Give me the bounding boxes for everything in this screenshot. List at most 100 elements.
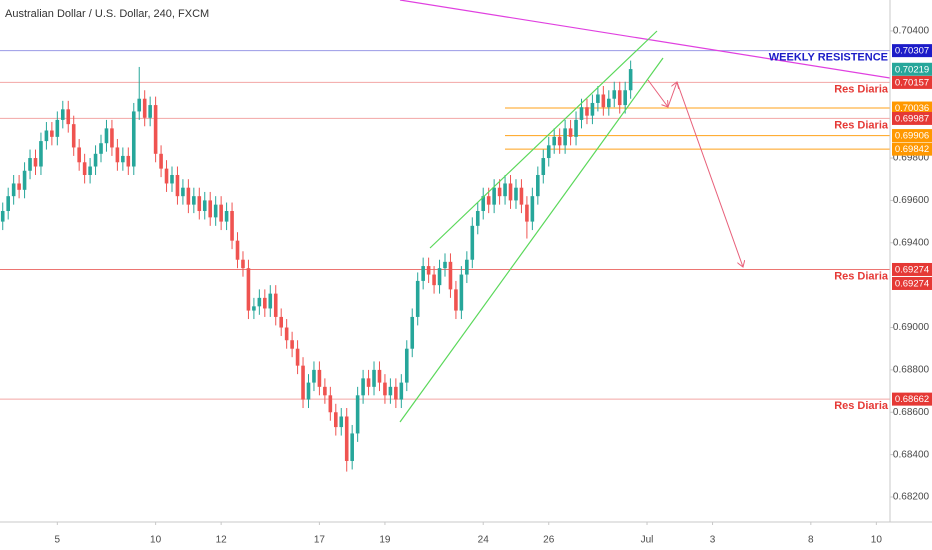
candle-body bbox=[514, 187, 518, 201]
candle-body bbox=[252, 306, 256, 311]
candle-body bbox=[492, 187, 496, 205]
candle-body bbox=[628, 69, 633, 91]
candle-body bbox=[486, 196, 491, 205]
candle-body bbox=[164, 168, 169, 184]
last-price-tag: 0.70219 bbox=[895, 64, 929, 75]
price-tag-box bbox=[892, 276, 932, 290]
candle-body bbox=[88, 166, 92, 175]
price-tag-box bbox=[892, 44, 932, 58]
candle-body bbox=[263, 297, 267, 309]
candle-body bbox=[344, 416, 349, 461]
candle-body bbox=[563, 128, 567, 146]
candle-body bbox=[284, 327, 289, 341]
price-tag: 0.70157 bbox=[895, 77, 929, 88]
x-tick-label: 8 bbox=[808, 535, 814, 546]
candle-body bbox=[39, 141, 43, 167]
candle-body bbox=[11, 183, 16, 197]
x-tick-label: 3 bbox=[710, 535, 716, 546]
candle-body bbox=[0, 211, 5, 222]
candle-body bbox=[317, 369, 322, 387]
price-tag-box bbox=[892, 101, 932, 115]
candle-body bbox=[328, 395, 333, 413]
candle-body bbox=[470, 225, 475, 260]
candle-body bbox=[6, 196, 10, 212]
price-tag: 0.69274 bbox=[895, 264, 929, 275]
price-tag: 0.69274 bbox=[895, 278, 929, 289]
candle-body bbox=[202, 200, 207, 212]
candle-body bbox=[590, 102, 595, 116]
level-annotation: Res Diaria bbox=[834, 119, 889, 131]
candle-body bbox=[465, 259, 469, 275]
candle-body bbox=[208, 200, 213, 218]
y-tick-label: 0.68800 bbox=[893, 365, 930, 376]
candle-body bbox=[448, 261, 453, 290]
candles bbox=[0, 60, 633, 472]
channel-lower bbox=[399, 57, 664, 423]
candle-body bbox=[377, 369, 382, 383]
y-tick-label: 0.69400 bbox=[893, 237, 930, 248]
y-tick-label: 0.68200 bbox=[893, 492, 930, 503]
y-tick-label: 0.69800 bbox=[893, 153, 930, 164]
candle-body bbox=[568, 128, 573, 137]
candle-body bbox=[197, 196, 202, 212]
candle-body bbox=[432, 274, 436, 286]
candle-body bbox=[481, 196, 486, 212]
arrow bbox=[667, 82, 677, 108]
price-tag-box bbox=[892, 392, 932, 406]
candle-body bbox=[546, 145, 551, 159]
candle-body bbox=[361, 378, 365, 396]
candle-body bbox=[623, 90, 627, 106]
candle-body bbox=[475, 211, 480, 226]
candle-body bbox=[601, 94, 606, 108]
candle-body bbox=[104, 128, 109, 144]
candle-body bbox=[301, 365, 305, 400]
channel-upper bbox=[429, 30, 658, 249]
level-annotation: Res Diaria bbox=[834, 83, 889, 95]
candle-body bbox=[437, 268, 442, 286]
price-tag-box bbox=[892, 262, 932, 276]
candle-body bbox=[290, 340, 294, 349]
x-tick-label: 10 bbox=[150, 535, 162, 546]
price-tag: 0.69987 bbox=[895, 113, 929, 124]
candle-body bbox=[126, 155, 131, 167]
arrow bbox=[676, 81, 743, 267]
candle-body bbox=[617, 90, 622, 106]
x-tick-label: 12 bbox=[216, 535, 228, 546]
candle-body bbox=[557, 136, 562, 146]
candle-body bbox=[170, 174, 174, 184]
price-tag-box bbox=[892, 111, 932, 125]
x-tick-label: 24 bbox=[478, 535, 490, 546]
y-tick-label: 0.69600 bbox=[893, 195, 930, 206]
candle-body bbox=[279, 316, 283, 328]
candle-body bbox=[421, 266, 425, 281]
trend-line bbox=[399, 0, 891, 79]
levels bbox=[0, 50, 890, 400]
candle-body bbox=[55, 119, 60, 137]
candle-body bbox=[110, 128, 114, 148]
candle-body bbox=[333, 412, 338, 428]
x-tick-label: 5 bbox=[55, 535, 61, 546]
last-price-tag-box bbox=[892, 62, 932, 76]
candle-body bbox=[50, 130, 54, 137]
candle-body bbox=[181, 187, 185, 197]
candle-body bbox=[66, 109, 71, 125]
candle-body bbox=[33, 158, 38, 167]
candle-body bbox=[241, 259, 245, 269]
candle-body bbox=[596, 94, 600, 103]
candle-body bbox=[77, 147, 81, 163]
candle-body bbox=[273, 293, 278, 317]
candle-body bbox=[115, 147, 120, 163]
candle-body bbox=[60, 109, 65, 120]
candle-body bbox=[350, 433, 354, 461]
x-tick-label: 10 bbox=[871, 535, 883, 546]
candle-body bbox=[410, 316, 415, 349]
y-tick-label: 0.68400 bbox=[893, 449, 930, 460]
candle-body bbox=[383, 382, 387, 396]
candle-body bbox=[552, 136, 557, 146]
candle-body bbox=[159, 153, 163, 169]
candle-body bbox=[339, 416, 344, 428]
candle-body bbox=[71, 124, 76, 148]
candle-body bbox=[585, 107, 589, 116]
